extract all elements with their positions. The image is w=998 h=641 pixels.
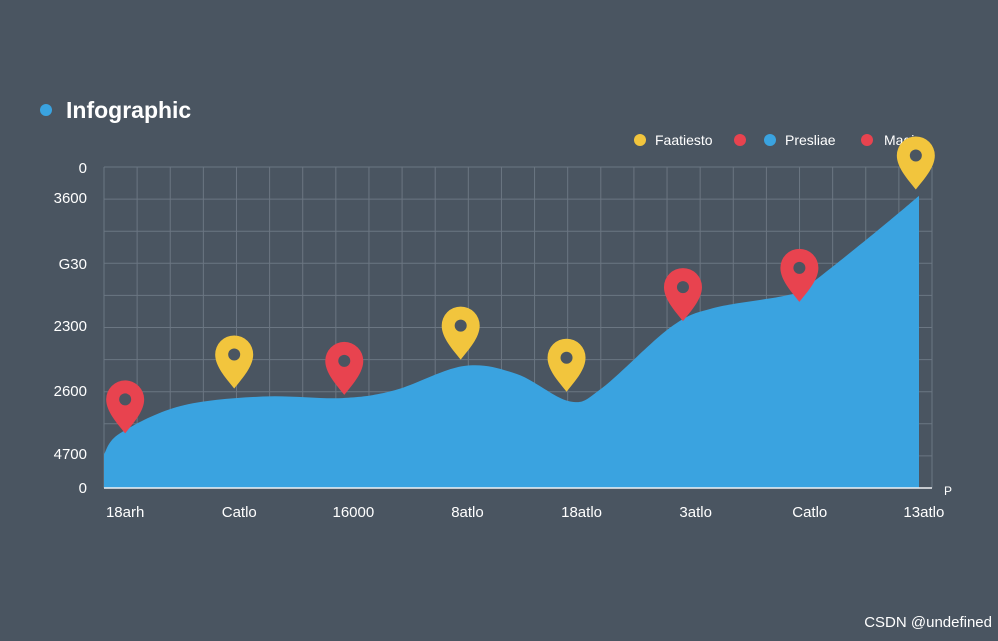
map-pin-icon <box>106 380 145 434</box>
y-tick-label: 3600 <box>54 190 87 207</box>
legend-label-faatiesto: Faatiesto <box>655 132 713 148</box>
legend: Faatiesto Presliae Magin <box>634 132 922 148</box>
legend-marker-red <box>734 134 746 146</box>
x-axis-end-label: P <box>944 484 952 498</box>
y-tick-label: 2600 <box>54 383 87 400</box>
map-pin-body <box>547 338 586 392</box>
x-tick-label: 13atlo <box>903 504 944 521</box>
x-tick-label: 18atlo <box>561 504 602 521</box>
y-tick-label: 4700 <box>54 446 87 463</box>
x-tick-label: Catlo <box>792 504 827 521</box>
map-pin-body <box>441 306 480 360</box>
map-pin-hole <box>560 351 573 364</box>
map-pin-body <box>780 248 819 302</box>
map-pin-markers <box>106 136 935 434</box>
map-pin-hole <box>228 348 241 361</box>
map-pin-hole <box>119 393 132 406</box>
map-pin-icon <box>663 268 702 322</box>
map-pin-icon <box>215 335 254 389</box>
legend-marker-magin <box>861 134 873 146</box>
map-pin-hole <box>454 319 467 332</box>
y-axis-ticks: 0 3600 G30 2300 2600 4700 0 <box>54 160 87 497</box>
map-pin-body <box>215 335 254 389</box>
map-pin-body <box>325 341 364 395</box>
x-axis-ticks: 18arh Catlo 16000 8atlo 18atlo 3atlo Catlo 13at… <box>106 504 944 521</box>
map-pin-hole <box>909 149 922 162</box>
map-pin-icon <box>896 136 935 190</box>
x-tick-label: Catlo <box>222 504 257 521</box>
map-pin-body <box>663 268 702 322</box>
legend-marker-faatiesto <box>634 134 646 146</box>
map-pin-hole <box>338 354 351 367</box>
y-tick-label: 0 <box>79 160 87 177</box>
map-pin-hole <box>793 261 806 274</box>
map-pin-icon <box>441 306 480 360</box>
y-tick-label: 2300 <box>54 318 87 335</box>
x-tick-label: 16000 <box>333 504 375 521</box>
area-series <box>104 195 919 488</box>
watermark: CSDN @undefined <box>864 614 992 631</box>
x-tick-label: 8atlo <box>451 504 484 521</box>
y-tick-label: 0 <box>79 480 87 497</box>
x-tick-label: 18arh <box>106 504 144 521</box>
x-tick-label: 3atlo <box>679 504 712 521</box>
map-pin-icon <box>325 341 364 395</box>
map-pin-icon <box>780 248 819 302</box>
y-tick-label: G30 <box>59 256 87 273</box>
legend-marker-presliae <box>764 134 776 146</box>
map-pin-body <box>896 136 935 190</box>
map-pin-body <box>106 380 145 434</box>
map-pin-icon <box>547 338 586 392</box>
legend-label-presliae: Presliae <box>785 132 836 148</box>
map-pin-hole <box>676 281 689 294</box>
title-dot <box>40 104 52 116</box>
chart-title: Infographic <box>66 97 191 123</box>
